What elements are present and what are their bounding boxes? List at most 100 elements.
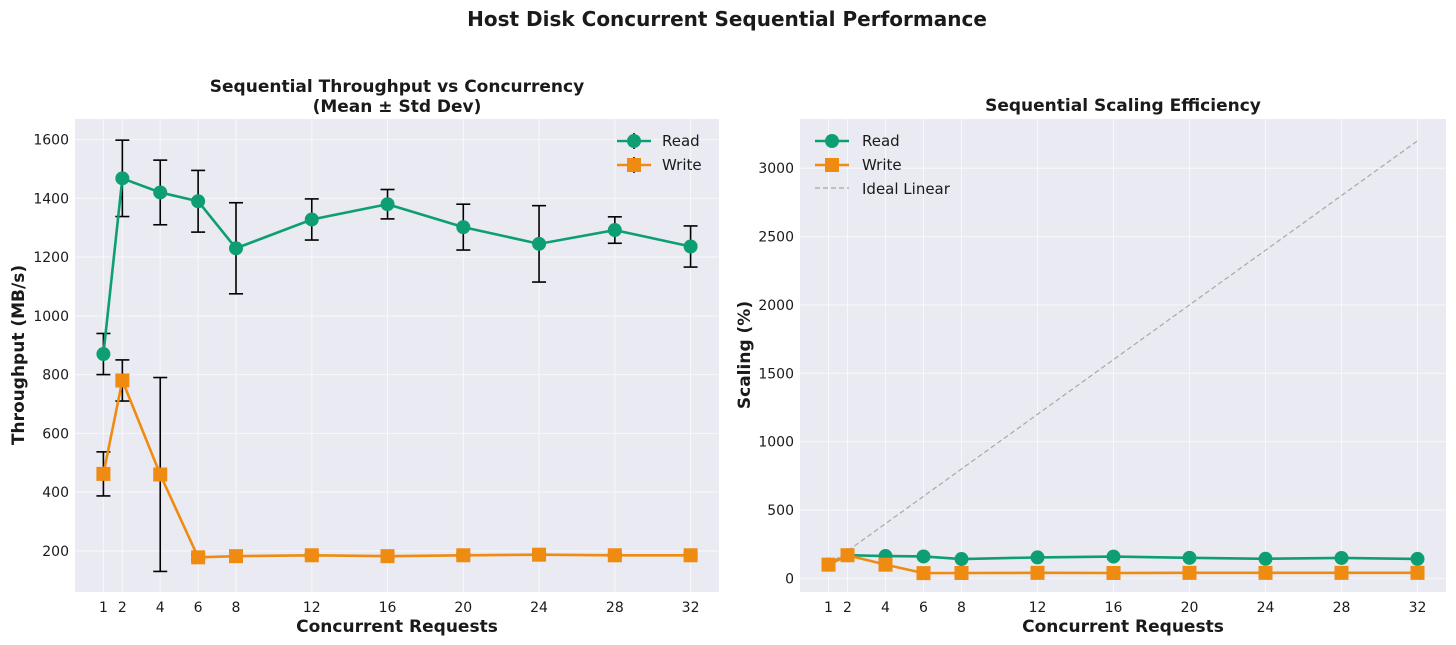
x-tick-label: 12 [1029, 600, 1047, 616]
write-point [380, 549, 395, 564]
y-tick-label: 400 [42, 485, 69, 501]
ideal-linear-line [828, 140, 1418, 566]
write-point [1030, 565, 1045, 580]
y-tick-label: 1500 [758, 366, 794, 382]
throughput-grid [75, 119, 719, 592]
y-tick-label: 1400 [33, 191, 69, 207]
y-tick-label: 600 [42, 426, 69, 442]
throughput-chart: 1 2 4 6 8 12 16 20 24 28 32 2004006008001000120014… [9, 77, 719, 637]
legend-write-label: Write [862, 156, 902, 174]
x-tick-label: 6 [919, 600, 928, 616]
x-tick-label: 20 [1181, 600, 1199, 616]
x-tick-label: 6 [194, 600, 203, 616]
read-point [1182, 550, 1197, 565]
y-tick-label: 3000 [758, 161, 794, 177]
write-point [304, 548, 319, 563]
write-point [607, 548, 622, 563]
write-point [532, 547, 547, 562]
legend-read-label: Read [662, 132, 700, 150]
read-point [954, 552, 969, 567]
y-tick-label: 1000 [758, 435, 794, 451]
write-point [954, 565, 969, 580]
read-point [1410, 551, 1425, 566]
read-point [456, 220, 471, 235]
scaling-x-axis-label: Concurrent Requests [1022, 617, 1224, 637]
x-tick-label: 2 [118, 600, 127, 616]
x-tick-label: 24 [1257, 600, 1275, 616]
read-point [191, 194, 206, 209]
x-tick-label: 8 [957, 600, 966, 616]
throughput-title-line2: (Mean ± Std Dev) [313, 97, 482, 117]
x-tick-label: 4 [881, 600, 890, 616]
x-tick-label: 32 [1409, 600, 1427, 616]
write-point [878, 557, 893, 572]
x-tick-label: 20 [454, 600, 472, 616]
write-point [1410, 565, 1425, 580]
legend-write-label: Write [662, 156, 702, 174]
y-tick-label: 0 [785, 571, 794, 587]
legend-read-marker [825, 134, 839, 148]
x-tick-label: 2 [843, 600, 852, 616]
read-point [153, 185, 168, 200]
write-point [229, 549, 243, 564]
legend-write-marker [825, 158, 839, 172]
read-point [304, 212, 319, 227]
y-tick-label: 1200 [33, 250, 69, 266]
throughput-series [96, 139, 698, 573]
read-point [532, 236, 547, 251]
x-tick-label: 28 [606, 600, 624, 616]
scaling-chart: 1 2 4 6 8 12 16 20 24 28 32 0500100015002000250030… [735, 96, 1446, 637]
write-point [115, 373, 130, 388]
write-point [916, 566, 931, 581]
x-tick-label: 4 [156, 600, 165, 616]
x-tick-label: 16 [379, 600, 397, 616]
throughput-legend: Read Write [617, 132, 702, 174]
read-point [607, 223, 622, 238]
write-point [683, 548, 698, 563]
x-tick-label: 1 [824, 600, 833, 616]
scaling-y-ticks: 0 500 1000 1500 2000 2500 3000 [758, 161, 794, 587]
x-tick-label: 32 [682, 600, 700, 616]
read-point [229, 241, 243, 256]
scaling-grid [800, 119, 1446, 592]
write-point [153, 467, 168, 482]
write-point [840, 548, 855, 563]
y-tick-label: 2000 [758, 298, 794, 314]
x-tick-label: 1 [99, 600, 108, 616]
scaling-title: Sequential Scaling Efficiency [985, 96, 1261, 116]
write-point [1182, 565, 1197, 580]
y-tick-label: 2500 [758, 230, 794, 246]
read-point [1258, 551, 1273, 566]
read-point [96, 347, 111, 362]
write-point [1106, 565, 1121, 580]
read-point [380, 197, 395, 212]
x-tick-label: 16 [1105, 600, 1123, 616]
scaling-y-axis-label: Scaling (%) [735, 301, 755, 409]
read-point [683, 239, 698, 254]
figure-title: Host Disk Concurrent Sequential Performa… [467, 7, 987, 31]
throughput-y-ticks: 200 400 600 800 1000 1200 1400 1600 [33, 133, 69, 560]
write-point [456, 548, 471, 563]
x-tick-label: 24 [530, 600, 548, 616]
read-point [115, 171, 130, 186]
ideal-linear-series [828, 140, 1418, 566]
throughput-y-axis-label: Throughput (MB/s) [9, 265, 29, 445]
scaling-legend: Read Write Ideal Linear [815, 132, 951, 198]
write-point [821, 557, 836, 572]
throughput-plot-area [75, 119, 719, 592]
y-tick-label: 200 [42, 544, 69, 560]
x-tick-label: 12 [303, 600, 321, 616]
throughput-title-line1: Sequential Throughput vs Concurrency [210, 77, 584, 97]
y-tick-label: 1600 [33, 133, 69, 149]
scaling-x-ticks: 1 2 4 6 8 12 16 20 24 28 32 [824, 600, 1426, 616]
legend-read-marker [627, 134, 641, 148]
read-point [916, 549, 931, 564]
read-point [1030, 550, 1045, 565]
scaling-series [821, 548, 1425, 581]
write-point [1258, 565, 1273, 580]
throughput-x-ticks: 1 2 4 6 8 12 16 20 24 28 32 [99, 600, 700, 616]
write-point [191, 550, 206, 565]
y-tick-label: 800 [42, 368, 69, 384]
legend-ideal-label: Ideal Linear [862, 180, 951, 198]
